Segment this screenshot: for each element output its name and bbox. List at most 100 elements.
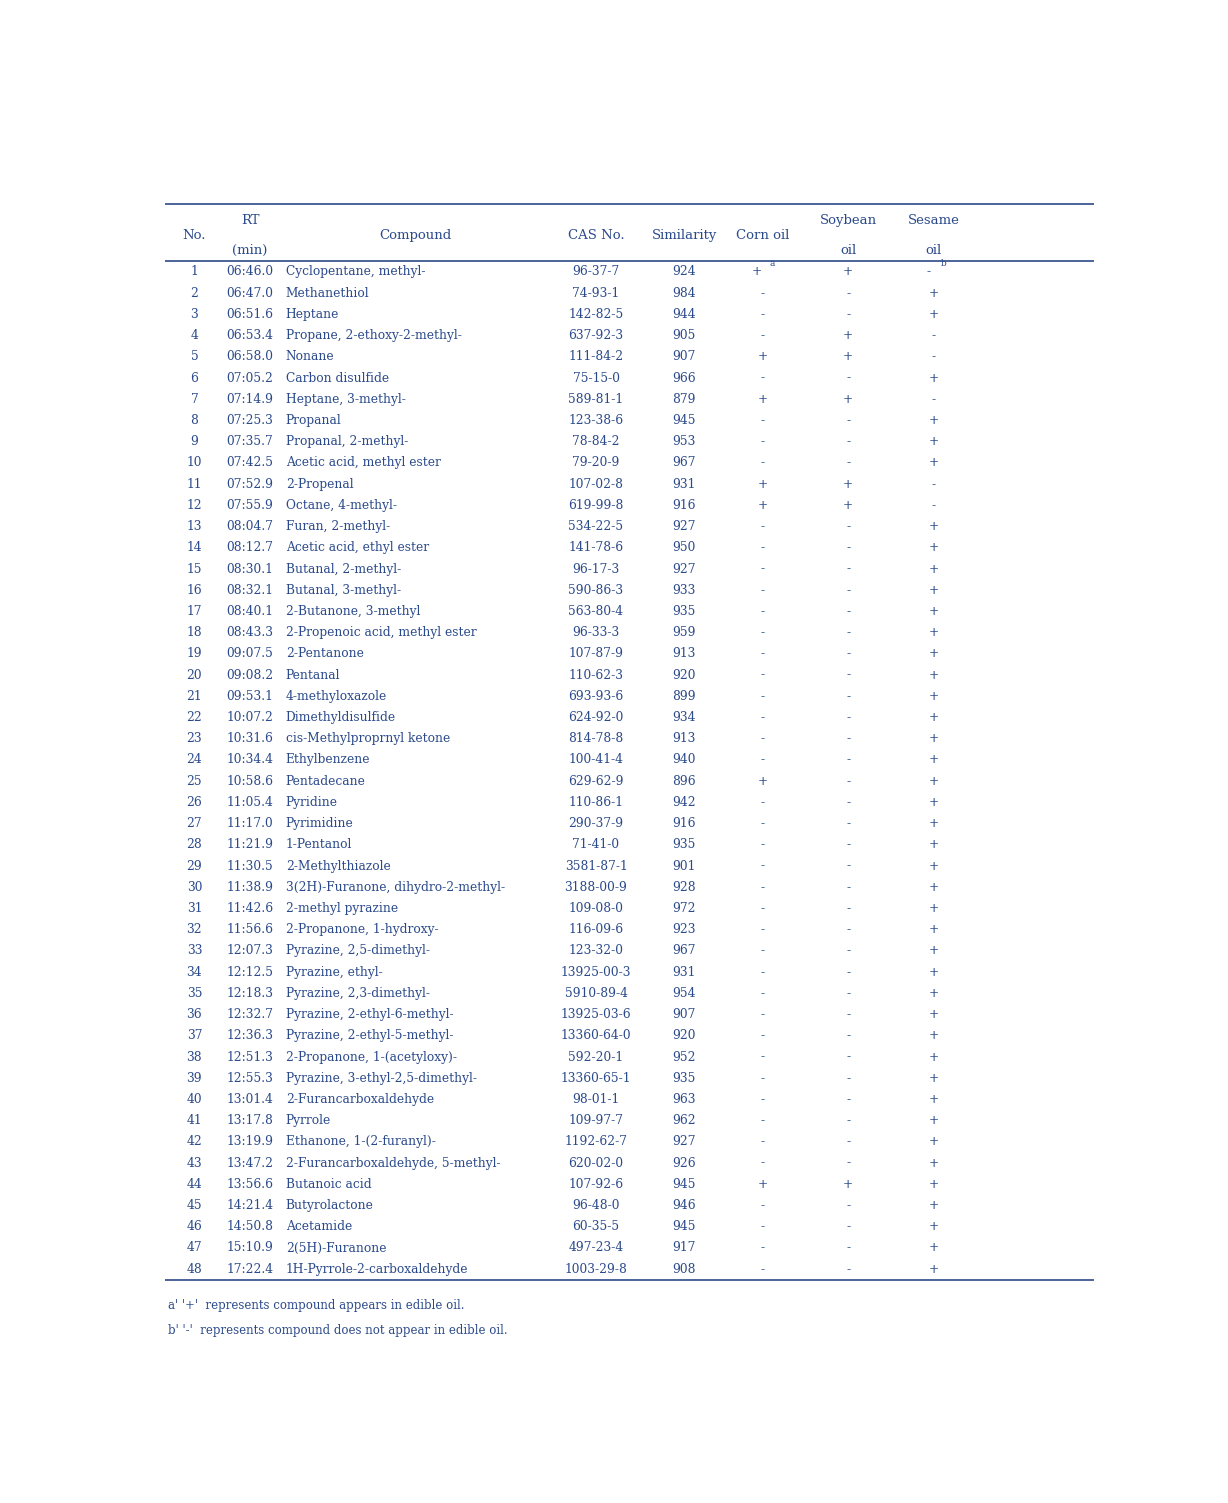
Text: 13:17.8: 13:17.8	[227, 1114, 274, 1127]
Text: 12:18.3: 12:18.3	[227, 987, 274, 999]
Text: -: -	[846, 648, 850, 660]
Text: 13925-03-6: 13925-03-6	[561, 1009, 631, 1021]
Text: -: -	[760, 669, 765, 681]
Text: +: +	[928, 308, 939, 322]
Text: 13:56.6: 13:56.6	[227, 1178, 274, 1190]
Text: +: +	[928, 690, 939, 703]
Text: Acetic acid, ethyl ester: Acetic acid, ethyl ester	[286, 541, 429, 555]
Text: -: -	[846, 881, 850, 894]
Text: -: -	[846, 1241, 850, 1255]
Text: 590-86-3: 590-86-3	[569, 583, 624, 597]
Text: 27: 27	[187, 818, 203, 830]
Text: a' '+'  represents compound appears in edible oil.: a' '+' represents compound appears in ed…	[168, 1299, 464, 1312]
Text: 814-78-8: 814-78-8	[569, 732, 624, 745]
Text: 3581-87-1: 3581-87-1	[565, 860, 628, 873]
Text: 924: 924	[672, 266, 696, 278]
Text: Pyrazine, 2-ethyl-5-methyl-: Pyrazine, 2-ethyl-5-methyl-	[286, 1030, 453, 1042]
Text: +: +	[928, 711, 939, 724]
Text: 09:53.1: 09:53.1	[227, 690, 274, 703]
Text: 5910-89-4: 5910-89-4	[565, 987, 628, 999]
Text: 290-37-9: 290-37-9	[569, 818, 624, 830]
Text: 3: 3	[190, 308, 198, 322]
Text: 620-02-0: 620-02-0	[569, 1157, 624, 1169]
Text: -: -	[760, 1030, 765, 1042]
Text: 917: 917	[673, 1241, 696, 1255]
Text: 09:07.5: 09:07.5	[227, 648, 274, 660]
Text: 75-15-0: 75-15-0	[572, 371, 620, 385]
Text: 96-37-7: 96-37-7	[572, 266, 620, 278]
Text: -: -	[846, 583, 850, 597]
Text: -: -	[846, 436, 850, 448]
Text: 931: 931	[673, 478, 696, 490]
Text: 17: 17	[187, 606, 203, 618]
Text: 32: 32	[187, 923, 203, 936]
Text: 13:01.4: 13:01.4	[227, 1093, 274, 1106]
Text: -: -	[760, 648, 765, 660]
Text: +: +	[928, 1220, 939, 1234]
Text: +: +	[844, 266, 853, 278]
Text: 3188-00-9: 3188-00-9	[565, 881, 628, 894]
Text: Pyrazine, 2,5-dimethyl-: Pyrazine, 2,5-dimethyl-	[286, 944, 430, 957]
Text: 12:12.5: 12:12.5	[227, 965, 274, 978]
Text: -: -	[760, 541, 765, 555]
Text: -: -	[760, 711, 765, 724]
Text: 913: 913	[673, 732, 696, 745]
Text: +: +	[928, 457, 939, 469]
Text: Dimethyldisulfide: Dimethyldisulfide	[286, 711, 395, 724]
Text: 954: 954	[672, 987, 696, 999]
Text: 06:46.0: 06:46.0	[226, 266, 274, 278]
Text: Pyrimidine: Pyrimidine	[286, 818, 354, 830]
Text: -: -	[760, 1157, 765, 1169]
Text: 945: 945	[672, 1178, 696, 1190]
Text: 78-84-2: 78-84-2	[572, 436, 620, 448]
Text: 935: 935	[673, 1072, 696, 1085]
Text: 9: 9	[190, 436, 199, 448]
Text: 109-08-0: 109-08-0	[569, 902, 624, 915]
Text: 923: 923	[672, 923, 696, 936]
Text: 22: 22	[187, 711, 203, 724]
Text: 45: 45	[187, 1199, 203, 1211]
Text: 693-93-6: 693-93-6	[569, 690, 624, 703]
Text: 10:31.6: 10:31.6	[227, 732, 274, 745]
Text: 916: 916	[672, 818, 696, 830]
Text: 4-methyloxazole: 4-methyloxazole	[286, 690, 387, 703]
Text: -: -	[846, 520, 850, 534]
Text: 07:52.9: 07:52.9	[227, 478, 274, 490]
Text: 916: 916	[672, 499, 696, 513]
Text: 2-Propenal: 2-Propenal	[286, 478, 354, 490]
Text: 46: 46	[187, 1220, 203, 1234]
Text: +: +	[844, 329, 853, 343]
Text: Butanoic acid: Butanoic acid	[286, 1178, 371, 1190]
Text: 619-99-8: 619-99-8	[569, 499, 624, 513]
Text: 967: 967	[672, 944, 696, 957]
Text: 100-41-4: 100-41-4	[569, 753, 624, 767]
Text: 1-Pentanol: 1-Pentanol	[286, 839, 352, 851]
Text: -: -	[846, 1009, 850, 1021]
Text: 13: 13	[187, 520, 203, 534]
Text: 96-33-3: 96-33-3	[572, 627, 620, 639]
Text: oil: oil	[840, 243, 856, 257]
Text: -: -	[760, 839, 765, 851]
Text: -: -	[760, 881, 765, 894]
Text: Soybean: Soybean	[819, 213, 877, 227]
Text: 901: 901	[673, 860, 696, 873]
Text: -: -	[846, 1072, 850, 1085]
Text: -: -	[760, 520, 765, 534]
Text: 1003-29-8: 1003-29-8	[565, 1263, 628, 1276]
Text: -: -	[932, 350, 936, 364]
Text: -: -	[846, 1135, 850, 1148]
Text: +: +	[758, 499, 768, 513]
Text: -: -	[760, 1199, 765, 1211]
Text: -: -	[846, 371, 850, 385]
Text: -: -	[932, 329, 936, 343]
Text: +: +	[928, 1157, 939, 1169]
Text: No.: No.	[183, 228, 206, 242]
Text: +: +	[928, 965, 939, 978]
Text: Heptane, 3-methyl-: Heptane, 3-methyl-	[286, 392, 405, 406]
Text: 107-87-9: 107-87-9	[569, 648, 624, 660]
Text: 33: 33	[187, 944, 203, 957]
Text: 31: 31	[187, 902, 203, 915]
Text: 24: 24	[187, 753, 203, 767]
Text: 08:04.7: 08:04.7	[227, 520, 274, 534]
Text: 629-62-9: 629-62-9	[569, 774, 624, 788]
